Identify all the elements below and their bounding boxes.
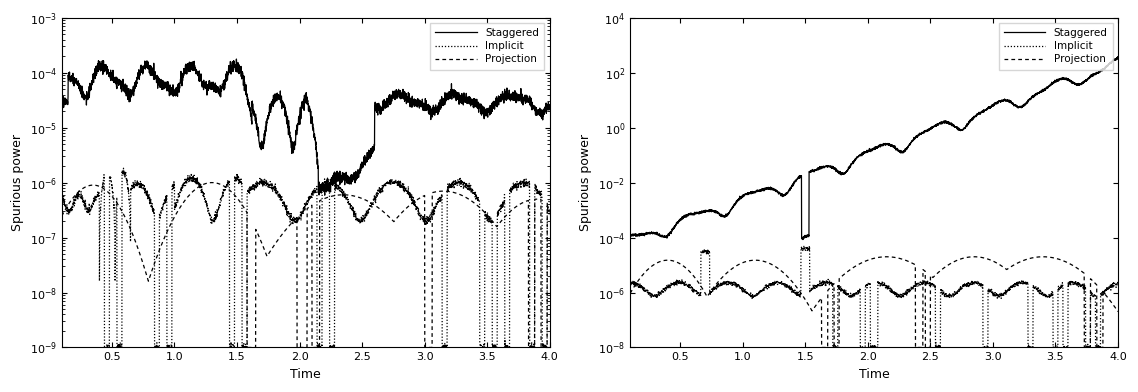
X-axis label: Time: Time xyxy=(290,368,321,381)
X-axis label: Time: Time xyxy=(859,368,890,381)
Legend: Staggered, Implicit, Projection: Staggered, Implicit, Projection xyxy=(998,23,1113,70)
Legend: Staggered, Implicit, Projection: Staggered, Implicit, Projection xyxy=(430,23,544,70)
Y-axis label: Spurious power: Spurious power xyxy=(11,134,24,231)
Y-axis label: Spurious power: Spurious power xyxy=(579,134,593,231)
